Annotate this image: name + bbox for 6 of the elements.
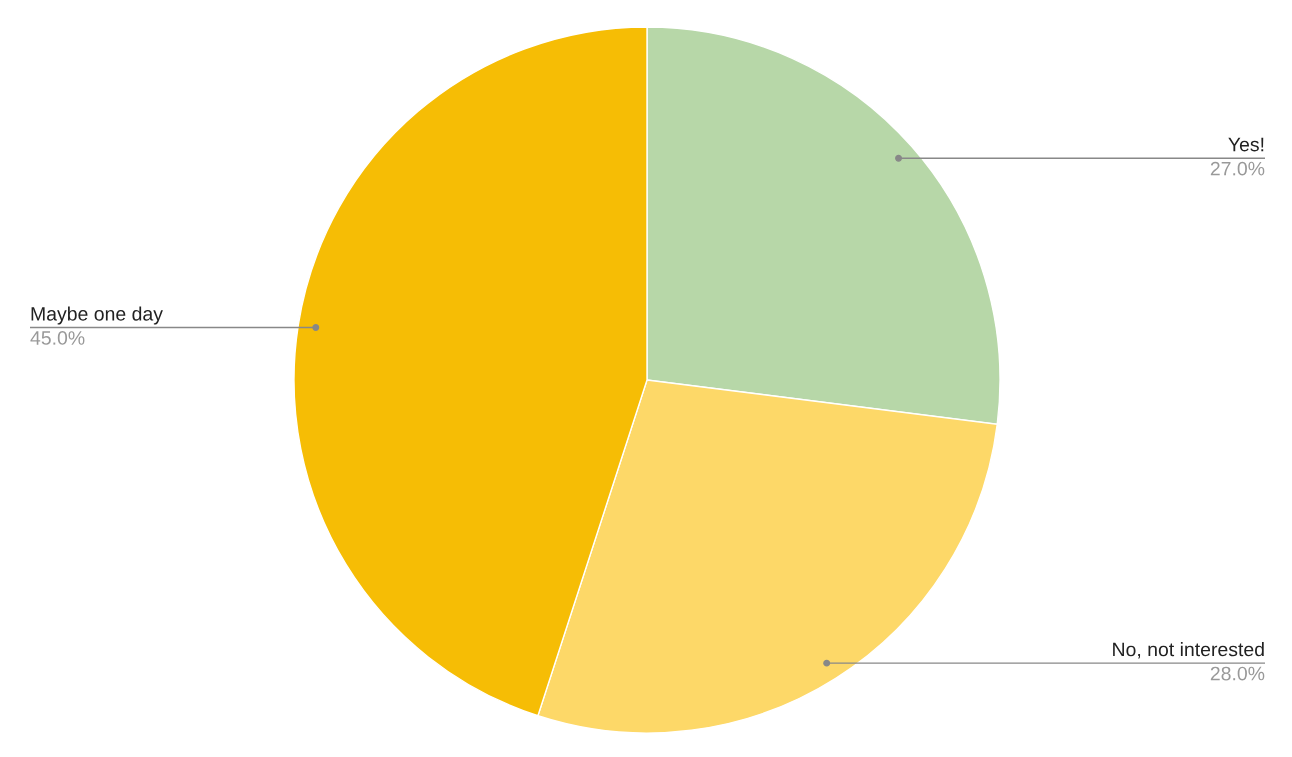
slice-label: Maybe one day [31, 306, 163, 325]
data-label: 27.0% [1210, 161, 1265, 176]
data-label: 28.0% [1210, 666, 1265, 681]
slice-label: Yes! [1228, 137, 1264, 152]
data-label: 45.0% [30, 331, 85, 345]
slice-label: No, not interested [1113, 642, 1264, 659]
